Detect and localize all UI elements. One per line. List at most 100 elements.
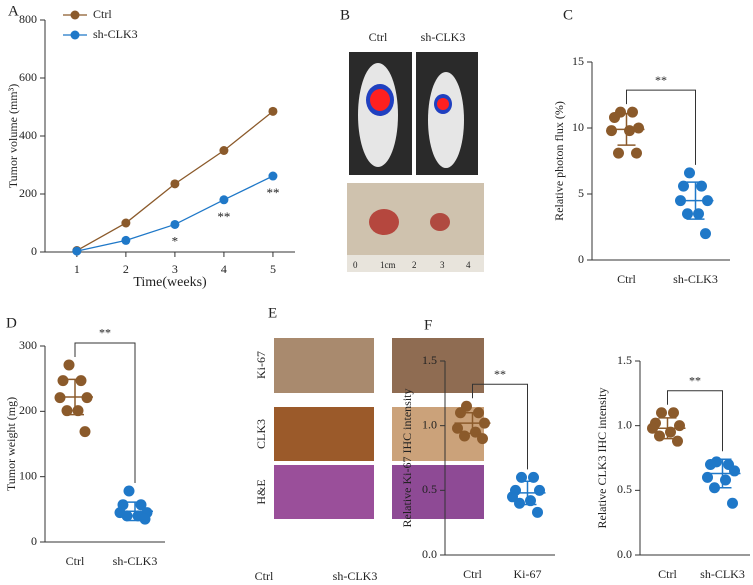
- point: [452, 422, 463, 434]
- point: [459, 430, 470, 442]
- point: [455, 407, 466, 419]
- point: [682, 208, 693, 220]
- y-tick-label: 5: [578, 186, 584, 200]
- point: [668, 407, 679, 419]
- point: [729, 465, 740, 477]
- y-tick-label: 800: [19, 12, 37, 26]
- x-tick-label: Ctrl: [66, 554, 85, 568]
- point: [514, 497, 525, 509]
- annotation: *: [172, 233, 179, 248]
- point: [674, 420, 685, 432]
- x-tick-label: Ctrl: [658, 567, 677, 581]
- x-tick-label: Ctrl: [463, 567, 482, 581]
- y-tick-label: 0.0: [617, 547, 632, 561]
- significance-label: **: [689, 373, 701, 387]
- point: [633, 122, 644, 134]
- significance-label: **: [655, 73, 667, 87]
- significance-label: **: [99, 326, 111, 340]
- point: [532, 506, 543, 518]
- point: [528, 471, 539, 483]
- panel-label: D: [6, 315, 17, 331]
- y-tick-label: 200: [19, 186, 37, 200]
- point: [534, 484, 545, 496]
- ruler-label: 2: [412, 260, 417, 270]
- y-tick-label: 0.5: [617, 482, 632, 496]
- panel-label: B: [340, 7, 350, 23]
- legend-label: sh-CLK3: [93, 27, 138, 41]
- column-label: sh-CLK3: [421, 30, 466, 44]
- point: [268, 171, 278, 181]
- annotation: **: [217, 209, 230, 224]
- point: [702, 471, 713, 483]
- annotation: **: [266, 185, 279, 200]
- y-tick-label: 0.0: [422, 547, 437, 561]
- point: [219, 195, 229, 205]
- panel-label: F: [424, 317, 432, 333]
- row-label: CLK3: [254, 419, 268, 449]
- y-tick-label: 300: [19, 338, 37, 352]
- column-label: Ctrl: [255, 569, 274, 583]
- point: [684, 167, 695, 179]
- point: [720, 474, 731, 486]
- point: [57, 375, 69, 387]
- y-tick-label: 600: [19, 70, 37, 84]
- ruler-label: 4: [466, 260, 471, 270]
- point: [696, 180, 707, 192]
- x-tick-label: Ki-67: [514, 567, 542, 581]
- y-tick-label: 10: [572, 120, 584, 134]
- y-tick-label: 0: [31, 534, 37, 548]
- significance-label: **: [494, 367, 506, 381]
- point: [121, 218, 131, 228]
- point: [627, 106, 638, 118]
- x-tick-label: 3: [172, 262, 178, 276]
- significance-bracket: [74, 342, 136, 484]
- x-tick-label: 4: [221, 262, 227, 276]
- y-axis-label: Relative CLK3 IHC intensity: [595, 388, 609, 529]
- point: [121, 235, 131, 245]
- point: [654, 430, 665, 442]
- point: [139, 513, 151, 525]
- significance-bracket: [472, 383, 528, 470]
- point: [72, 246, 82, 256]
- column-label: Ctrl: [369, 30, 388, 44]
- column-label: sh-CLK3: [333, 569, 378, 583]
- point: [63, 359, 75, 371]
- point: [75, 375, 87, 387]
- y-tick-label: 1.5: [422, 353, 437, 367]
- point: [631, 147, 642, 159]
- y-tick-label: 200: [19, 403, 37, 417]
- ruler-label: 0: [353, 260, 358, 270]
- y-tick-label: 400: [19, 128, 37, 142]
- point: [79, 426, 91, 438]
- point: [61, 405, 73, 417]
- point: [507, 491, 518, 503]
- row-label: H&E: [254, 479, 268, 504]
- x-tick-label: 2: [123, 262, 129, 276]
- y-tick-label: 100: [19, 468, 37, 482]
- point: [170, 219, 180, 229]
- panel-label: C: [563, 7, 573, 23]
- x-tick-label: Ctrl: [617, 272, 636, 286]
- point: [678, 180, 689, 192]
- point: [477, 433, 488, 445]
- legend-marker: [70, 10, 80, 20]
- point: [268, 106, 278, 116]
- y-tick-label: 1.0: [422, 417, 437, 431]
- y-tick-label: 1.5: [617, 353, 632, 367]
- bioluminescence-image: [349, 52, 478, 175]
- point: [609, 111, 620, 123]
- y-tick-label: 1.0: [617, 417, 632, 431]
- x-tick-label: sh-CLK3: [700, 567, 745, 581]
- significance-bracket: [667, 390, 723, 452]
- point: [606, 125, 617, 137]
- ihc-images: [274, 338, 484, 519]
- ruler-label: 3: [440, 260, 445, 270]
- y-axis-label: Tumor weight (mg): [4, 397, 18, 491]
- point: [693, 208, 704, 220]
- x-tick-label: sh-CLK3: [113, 554, 158, 568]
- point: [624, 125, 635, 137]
- panel-label: E: [268, 305, 277, 321]
- y-axis-label: Tumor volume (mm³): [6, 84, 20, 189]
- point: [672, 435, 683, 447]
- tumor-photo: [347, 183, 484, 272]
